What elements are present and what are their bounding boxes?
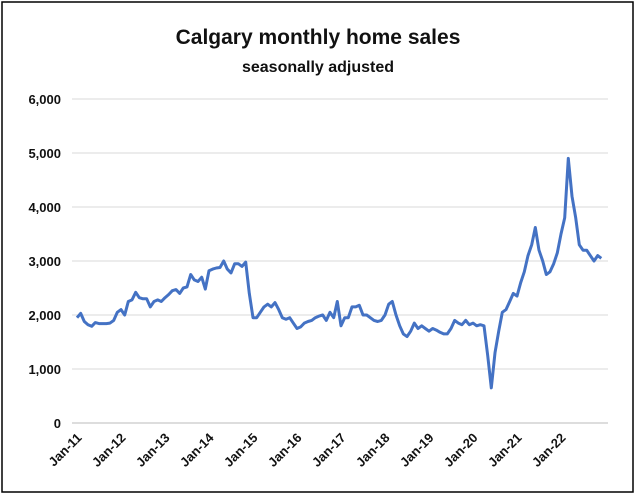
y-tick-label: 0 xyxy=(54,416,61,431)
y-tick-label: 4,000 xyxy=(28,200,61,215)
y-tick-label: 2,000 xyxy=(28,308,61,323)
y-tick-label: 1,000 xyxy=(28,362,61,377)
chart-title: Calgary monthly home sales xyxy=(176,26,461,49)
line xyxy=(75,156,603,390)
y-tick-label: 3,000 xyxy=(28,254,61,269)
y-tick-label: 6,000 xyxy=(28,92,61,107)
chart-subtitle: seasonally adjusted xyxy=(242,59,394,76)
y-tick-label: 5,000 xyxy=(28,146,61,161)
